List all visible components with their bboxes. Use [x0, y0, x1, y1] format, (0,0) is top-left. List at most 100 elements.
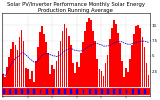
Bar	[78, 67, 80, 87]
Bar	[82, 88, 84, 94]
Bar	[142, 88, 143, 94]
Bar	[144, 88, 145, 94]
Bar	[15, 88, 16, 94]
Bar	[72, 63, 74, 87]
Bar	[103, 76, 104, 87]
Bar	[117, 32, 119, 87]
Bar	[109, 88, 111, 94]
Bar	[33, 82, 35, 87]
Bar	[90, 20, 92, 87]
Bar	[78, 88, 80, 94]
Bar	[88, 88, 90, 94]
Bar	[19, 88, 20, 94]
Bar	[74, 88, 76, 94]
Bar	[31, 88, 33, 94]
Bar	[127, 72, 129, 87]
Bar	[86, 88, 88, 94]
Bar	[138, 89, 139, 93]
Bar	[41, 26, 43, 87]
Bar	[17, 50, 18, 87]
Bar	[107, 89, 108, 93]
Bar	[76, 88, 78, 94]
Bar	[76, 62, 78, 87]
Bar	[21, 30, 22, 87]
Bar	[86, 22, 88, 87]
Bar	[56, 88, 57, 94]
Bar	[51, 88, 53, 94]
Bar	[25, 68, 27, 87]
Bar	[117, 88, 119, 94]
Bar	[132, 89, 133, 93]
Bar	[45, 42, 47, 87]
Bar	[96, 88, 98, 94]
Bar	[115, 88, 117, 94]
Bar	[70, 89, 71, 93]
Bar	[12, 42, 14, 87]
Bar	[64, 89, 65, 93]
Bar	[47, 53, 49, 87]
Bar	[47, 88, 49, 94]
Bar	[82, 42, 84, 87]
Bar	[53, 88, 55, 94]
Bar	[15, 89, 16, 93]
Bar	[133, 88, 135, 94]
Bar	[76, 89, 77, 93]
Bar	[19, 37, 20, 87]
Bar	[33, 88, 35, 94]
Bar	[58, 89, 59, 93]
Bar	[21, 89, 22, 93]
Bar	[99, 88, 100, 94]
Bar	[52, 89, 53, 93]
Bar	[146, 63, 147, 87]
Bar	[115, 24, 117, 87]
Bar	[148, 75, 149, 87]
Bar	[39, 32, 41, 87]
Bar	[121, 61, 123, 87]
Bar	[137, 25, 139, 87]
Bar	[15, 45, 16, 87]
Bar	[21, 88, 22, 94]
Bar	[68, 88, 70, 94]
Bar	[111, 88, 112, 94]
Bar	[105, 88, 106, 94]
Bar	[84, 31, 86, 87]
Bar	[103, 88, 104, 94]
Bar	[64, 88, 65, 94]
Bar	[29, 79, 31, 87]
Bar	[49, 88, 51, 94]
Bar	[6, 88, 8, 94]
Bar	[107, 55, 108, 87]
Bar	[89, 89, 90, 93]
Bar	[58, 51, 59, 87]
Bar	[92, 31, 94, 87]
Bar	[41, 88, 43, 94]
Bar	[101, 89, 102, 93]
Bar	[12, 88, 14, 94]
Bar	[121, 88, 123, 94]
Bar	[95, 89, 96, 93]
Bar	[96, 59, 98, 87]
Bar	[10, 88, 12, 94]
Bar	[142, 38, 143, 87]
Bar	[35, 88, 37, 94]
Bar	[84, 88, 86, 94]
Bar	[8, 88, 10, 94]
Bar	[135, 26, 137, 87]
Bar	[45, 88, 47, 94]
Bar	[125, 68, 127, 87]
Bar	[33, 89, 34, 93]
Bar	[127, 88, 129, 94]
Bar	[27, 69, 29, 87]
Bar	[4, 88, 6, 94]
Bar	[125, 88, 127, 94]
Bar	[109, 39, 111, 87]
Bar	[62, 31, 63, 87]
Bar	[80, 53, 82, 87]
Bar	[80, 88, 82, 94]
Bar	[119, 88, 121, 94]
Bar	[123, 77, 125, 87]
Bar	[66, 28, 68, 87]
Bar	[6, 67, 8, 87]
Bar	[140, 88, 141, 94]
Bar	[66, 88, 68, 94]
